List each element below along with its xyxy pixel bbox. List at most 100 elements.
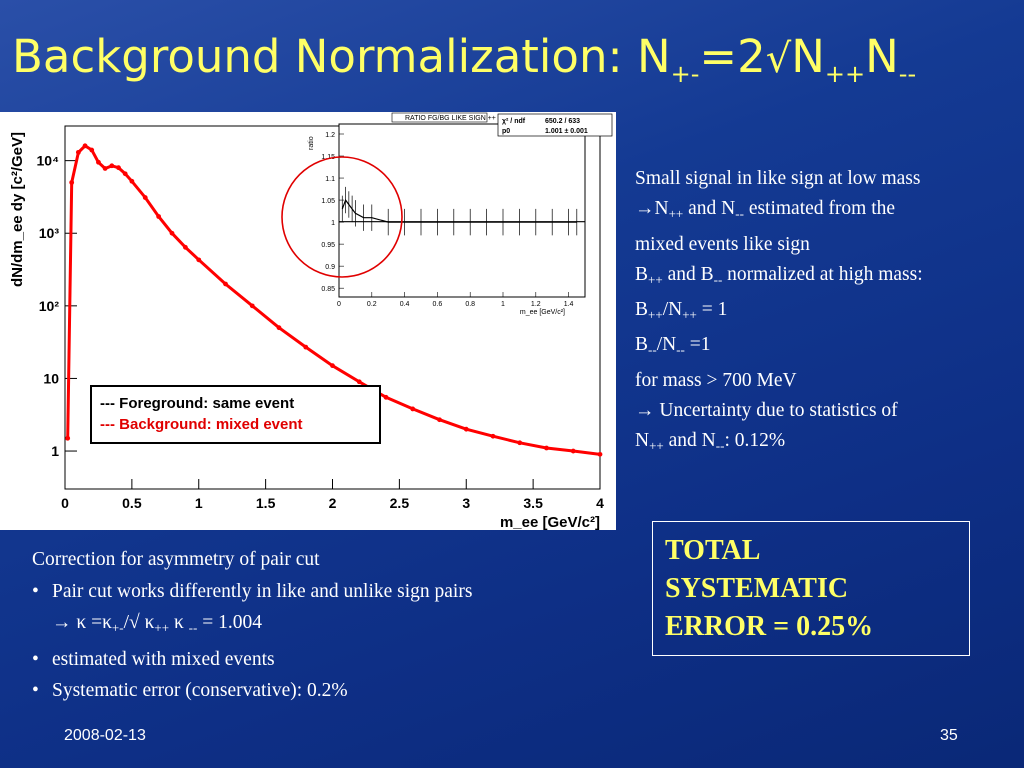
arrow-icon: → — [52, 612, 72, 633]
inset-y-tick-label: 1.1 — [325, 176, 335, 183]
arrow-icon: → — [635, 198, 655, 220]
bullet-item: • Systematic error (conservative): 0.2% — [32, 675, 632, 707]
x-tick-label: 0.5 — [122, 495, 142, 511]
data-point — [156, 214, 162, 219]
inset-title: RATIO FG/BG LIKE SIGN ++ — [405, 115, 496, 122]
bullet-icon: • — [32, 680, 39, 701]
arrow-icon: → — [635, 400, 655, 422]
x-tick-label: 2.5 — [390, 495, 410, 511]
inset-x-label: m_ee [GeV/c²] — [520, 309, 565, 316]
note-line: mixed events like sign — [635, 233, 810, 255]
sqrt-symbol: √ — [765, 36, 792, 82]
right-notes: Small signal in like sign at low mass →N… — [635, 164, 1020, 462]
fit-label: p0 — [502, 128, 510, 135]
inset-y-tick-label: 1.05 — [321, 198, 335, 205]
data-point — [182, 244, 188, 250]
data-point — [276, 325, 282, 331]
data-point — [122, 171, 128, 177]
inset-y-tick-label: 1.15 — [321, 154, 335, 161]
y-tick-label: 10² — [39, 298, 60, 314]
note-line: B--/N-- =1 — [635, 334, 711, 358]
inset-y-tick-label: 0.95 — [321, 242, 335, 249]
y-tick-label: 10 — [43, 370, 59, 386]
data-point — [142, 195, 148, 200]
bullet-item: • Pair cut works differently in like and … — [32, 576, 632, 608]
legend-foreground: --- Foreground: same event — [100, 395, 295, 412]
inset-x-tick-label: 1.4 — [564, 301, 574, 308]
x-tick-label: 1.5 — [256, 495, 276, 511]
fit-box — [497, 113, 613, 137]
title-text: N — [865, 30, 899, 83]
data-point — [517, 440, 523, 446]
total-line: TOTAL — [665, 535, 761, 566]
note-line: → Uncertainty due to statistics of — [635, 400, 898, 422]
total-error-box: TOTAL SYSTEMATIC ERROR = 0.25% — [652, 521, 970, 656]
inset-y-tick-label: 1 — [331, 220, 335, 227]
x-axis-label: m_ee [GeV/c²] — [500, 514, 600, 530]
note-line: Small signal in like sign at low mass — [635, 168, 921, 189]
plot-image: 0 0.5 1 1.5 2 2.5 3 3.5 4 1 10 10² 10³ 10⁴ m_ee [GeV/c… — [0, 112, 616, 530]
note-line: B++ and B-- normalized at high mass: — [635, 263, 923, 287]
x-tick-label: 3.5 — [523, 495, 543, 511]
data-point — [249, 303, 255, 309]
inset-x-tick-label: 0.6 — [433, 301, 443, 308]
title-text: N — [791, 30, 825, 83]
inset-y-tick-label: 0.85 — [321, 286, 335, 293]
inset-y-label: ratio — [308, 136, 315, 150]
inset-x-tick-label: 1 — [501, 301, 505, 308]
fit-label: χ² / ndf — [502, 118, 526, 125]
inset-y-tick-label: 1.2 — [325, 132, 335, 139]
inset-x-tick-label: 0.4 — [400, 301, 410, 308]
data-point — [65, 435, 71, 441]
title-sub: -- — [898, 60, 917, 88]
formula-line: → κ =κ+-/√ κ++ κ -- = 1.004 — [52, 612, 262, 635]
inset-x-tick-label: 0.8 — [465, 301, 475, 308]
data-point — [463, 426, 469, 432]
bullet-icon: • — [32, 580, 39, 602]
data-point — [109, 163, 115, 169]
y-axis-label: dN/dm_ee dy [c²/GeV] — [9, 132, 26, 287]
data-point — [410, 406, 416, 412]
page-number: 35 — [940, 727, 958, 744]
data-point — [116, 165, 121, 171]
chart-legend: --- Foreground: same event --- Backgroun… — [90, 385, 381, 444]
data-point — [169, 230, 175, 236]
fit-value: 1.001 ± 0.001 — [545, 128, 588, 135]
inset-frame — [338, 123, 586, 298]
title-text: =2 — [699, 30, 766, 83]
data-point — [196, 257, 202, 263]
note-line: for mass > 700 MeV — [635, 369, 797, 391]
notes-heading: Correction for asymmetry of pair cut — [32, 549, 320, 570]
legend-background: --- Background: mixed event — [100, 416, 303, 433]
data-point — [356, 379, 362, 385]
note-line: →N++ and N-- estimated from the — [635, 198, 896, 222]
bullet-item: • estimated with mixed events — [32, 644, 632, 676]
data-point — [89, 147, 95, 153]
title-sub: +- — [670, 60, 700, 88]
note-line: B++/N++ = 1 — [635, 299, 728, 323]
data-point — [102, 166, 108, 171]
data-point — [96, 159, 101, 165]
data-point — [570, 448, 576, 454]
data-point — [597, 451, 603, 457]
data-point — [82, 143, 88, 149]
data-point — [490, 433, 496, 439]
x-tick-label: 2 — [329, 495, 337, 511]
highlight-circle — [281, 156, 403, 278]
data-point — [223, 281, 228, 287]
data-point — [544, 445, 549, 451]
note-line: N++ and N--: 0.12% — [635, 430, 786, 454]
inset-x-tick-label: 1.2 — [531, 301, 541, 308]
data-point — [330, 363, 335, 369]
bottom-notes: Correction for asymmetry of pair cut • Pa… — [32, 544, 632, 707]
y-tick-label: 1 — [51, 443, 59, 459]
total-line: ERROR = 0.25% — [665, 611, 874, 642]
y-tick-label: 10³ — [39, 225, 60, 241]
inset-x-tick-label: 0 — [337, 301, 341, 308]
data-point — [129, 178, 135, 184]
data-point — [75, 149, 81, 155]
x-tick-label: 4 — [596, 495, 604, 511]
footer-date: 2008-02-13 — [64, 727, 146, 744]
fit-value: 650.2 / 633 — [545, 118, 580, 125]
